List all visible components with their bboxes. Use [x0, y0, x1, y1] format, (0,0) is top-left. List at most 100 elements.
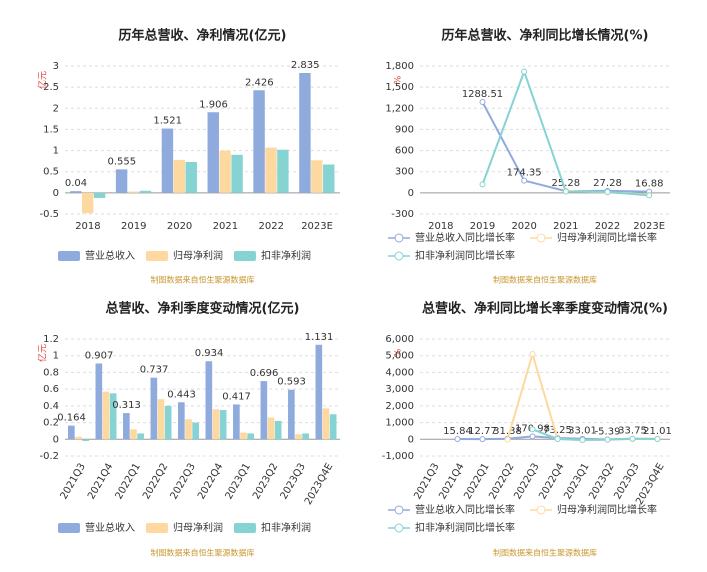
legend-label: 归母净利润 — [173, 249, 223, 262]
legend-swatch — [146, 523, 168, 533]
x-tick-label: 2021Q3 — [59, 462, 88, 502]
y-tick-label: 6,000 — [385, 334, 414, 345]
bar — [150, 377, 158, 440]
data-label: 25.28 — [552, 178, 581, 189]
bar — [102, 391, 110, 440]
data-label: 2.426 — [245, 77, 274, 88]
legend-swatch — [58, 251, 80, 261]
y-tick-label: 3 — [53, 61, 59, 72]
y-tick-label: 3,000 — [385, 384, 414, 395]
bar — [185, 161, 197, 193]
bar — [95, 363, 103, 440]
legend-swatch — [394, 505, 404, 515]
y-tick-label: 1,200 — [385, 103, 414, 114]
x-tick-label: 2023E — [633, 221, 665, 232]
y-tick-label: -0.2 — [39, 451, 59, 462]
bar — [139, 190, 152, 193]
data-label: 174.35 — [507, 168, 542, 179]
point — [562, 188, 569, 195]
y-axis-label: % — [394, 348, 404, 357]
data-label: 0.696 — [250, 368, 279, 379]
data-label: 1.131 — [305, 332, 334, 343]
point — [629, 435, 636, 442]
bar — [267, 417, 275, 440]
data-label: 0.443 — [167, 389, 196, 400]
bar — [274, 420, 282, 440]
data-label: 12.77 — [468, 426, 497, 437]
data-label: 0.934 — [195, 348, 224, 359]
legend-swatch — [394, 251, 404, 261]
data-label: 33.01 — [568, 426, 597, 437]
legend-swatch — [234, 523, 256, 533]
bar — [299, 72, 311, 193]
bar — [302, 433, 309, 440]
y-tick-label: -1,000 — [382, 451, 414, 462]
bar — [265, 147, 277, 193]
legend-label: 营业总收入同比增长率 — [415, 503, 515, 516]
y-tick-label: 5,000 — [385, 351, 414, 362]
point — [521, 68, 528, 75]
legend-swatch — [394, 523, 404, 533]
chart-title: 历年总营收、净利同比增长情况(%) — [442, 28, 649, 44]
bar — [240, 432, 247, 440]
y-tick-label: 0.6 — [43, 384, 59, 395]
bar — [164, 405, 172, 440]
bar — [185, 419, 192, 440]
data-label: 0.313 — [112, 400, 141, 411]
point — [479, 99, 486, 106]
point — [479, 181, 486, 188]
y-tick-label: 1.5 — [43, 124, 59, 135]
y-axis-label: 亿元 — [37, 344, 49, 362]
bar — [233, 404, 240, 440]
x-tick-label: 2020 — [167, 221, 192, 232]
chart-title: 总营收、净利同比增长率季度变动情况(%) — [422, 301, 668, 317]
bar — [205, 361, 213, 440]
legend-label: 扣非净利润 — [261, 249, 311, 262]
bar — [311, 160, 323, 193]
x-tick-label: 2020 — [511, 221, 536, 232]
bar — [219, 410, 227, 440]
y-tick-label: 1,500 — [385, 82, 414, 93]
x-tick-label: 2022 — [595, 221, 620, 232]
bar — [212, 409, 220, 440]
legend-label: 扣非净利润同比增长率 — [415, 521, 515, 534]
x-tick-label: 2023Q4E — [303, 462, 336, 507]
legend-label: 扣非净利润同比增长率 — [415, 249, 515, 262]
bar — [315, 344, 323, 440]
x-tick-label: 2023Q1 — [224, 462, 253, 502]
point — [604, 436, 611, 443]
data-label: 0.04 — [65, 178, 87, 189]
y-tick-label: 0 — [408, 188, 414, 199]
data-label: 0.417 — [222, 391, 251, 402]
y-tick-label: 1 — [53, 351, 59, 362]
bar — [247, 433, 254, 440]
legend-label: 归母净利润同比增长率 — [557, 231, 657, 244]
y-tick-label: 2,000 — [385, 401, 414, 412]
y-tick-label: 0.5 — [43, 167, 59, 178]
x-tick-label: 2022Q4 — [196, 462, 225, 502]
data-label: 0.555 — [108, 156, 137, 167]
legend-label: 营业总收入 — [85, 521, 135, 534]
bar — [173, 159, 186, 193]
x-tick-label: 2018 — [428, 221, 453, 232]
y-tick-label: 0.2 — [43, 418, 59, 429]
x-tick-label: 2022Q1 — [114, 462, 143, 502]
data-label: 1288.51 — [462, 89, 503, 100]
bar — [260, 381, 268, 440]
bar — [178, 402, 185, 440]
legend-label: 扣非净利润 — [261, 521, 311, 534]
line — [532, 428, 658, 441]
data-label: 0.164 — [57, 413, 86, 424]
bar — [130, 429, 137, 440]
point — [654, 435, 661, 442]
data-label: 27.28 — [593, 178, 622, 189]
bar — [127, 191, 140, 193]
bar — [231, 154, 243, 193]
x-tick-label: 2021 — [213, 221, 238, 232]
y-tick-label: 0 — [53, 188, 59, 199]
data-label: 0.593 — [277, 377, 306, 388]
data-label: 21.01 — [643, 426, 672, 437]
source-note: 制图数据来自恒生聚源数据库 — [151, 275, 255, 285]
point — [479, 436, 486, 443]
source-note: 制图数据来自恒生聚源数据库 — [493, 275, 597, 285]
